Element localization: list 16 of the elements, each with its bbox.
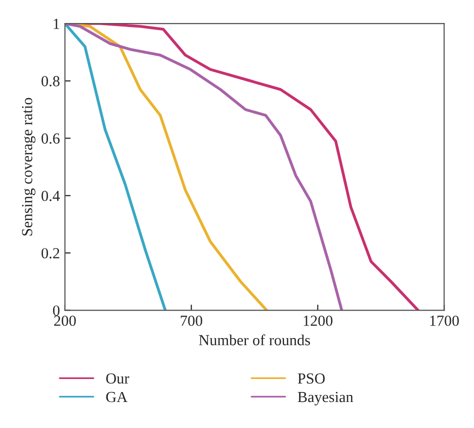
y-tick-label: 0.8 xyxy=(42,76,60,86)
x-tick-label: 200 xyxy=(54,316,76,326)
y-tick-label: 0 xyxy=(53,305,60,316)
legend-label: Bayesian xyxy=(298,392,354,406)
y-tick-label: 0.4 xyxy=(42,190,60,202)
y-tick-label: 0.2 xyxy=(42,248,60,258)
legend-label: Our xyxy=(106,373,130,384)
legend-label: PSO xyxy=(298,373,325,384)
y-axis-title: Sensing coverage ratio xyxy=(22,98,36,236)
y-tick-label: 0.6 xyxy=(42,133,60,144)
x-axis-title: Number of rounds xyxy=(198,334,310,346)
x-tick-label: 700 xyxy=(180,316,202,326)
x-tick-label: 1700 xyxy=(430,316,459,326)
y-tick-label: 1 xyxy=(54,18,60,29)
x-tick-label: 1200 xyxy=(304,316,332,326)
legend-label: GA xyxy=(106,392,128,402)
